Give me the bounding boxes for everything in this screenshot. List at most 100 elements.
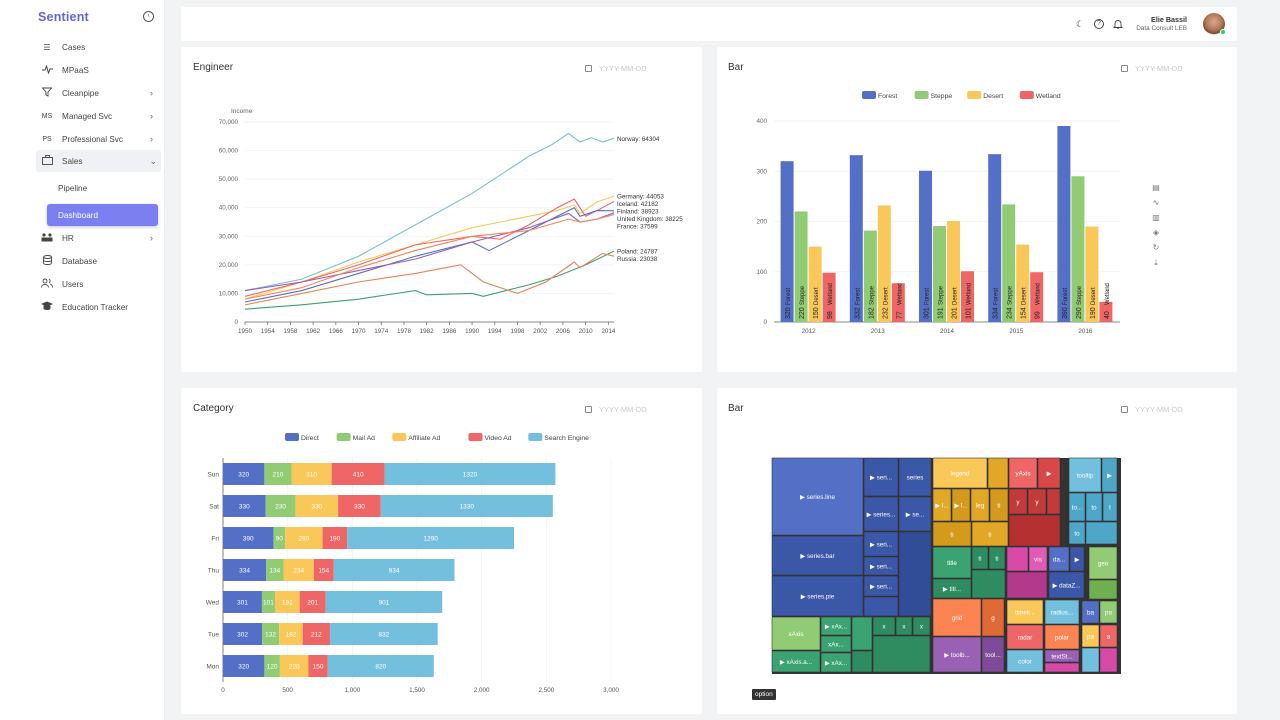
bar-value-label: 332 — [854, 307, 861, 319]
treemap-node — [863, 556, 899, 576]
sidebar-item-database[interactable]: Database — [32, 250, 165, 272]
sidebar-item-label: Cases — [62, 42, 86, 52]
legend-label: Video Ad — [485, 435, 512, 442]
treemap-node — [1044, 599, 1080, 625]
y-tick-label: 30,000 — [219, 233, 239, 240]
sidebar-item-label: Users — [62, 279, 84, 289]
treemap-node — [1085, 521, 1118, 545]
calendar-icon — [1121, 406, 1128, 413]
treemap-node — [1006, 599, 1044, 625]
legend-swatch — [862, 91, 876, 99]
treemap-node — [898, 496, 932, 532]
treemap-node — [932, 488, 952, 522]
sidebar-item-managed-svc[interactable]: MS Managed Svc › — [32, 105, 165, 127]
y-tick-label: 0 — [763, 319, 767, 326]
y-tick-label: Fri — [211, 536, 219, 543]
treemap-node — [1006, 571, 1048, 599]
legend-label: Mail Ad — [353, 435, 376, 442]
treemap-node — [1081, 600, 1100, 624]
sidebar-item-label: Professional Svc — [62, 134, 123, 144]
y-tick-label: 40,000 — [219, 205, 239, 212]
sidebar-item-professional-svc[interactable]: PS Professional Svc › — [32, 128, 165, 150]
avatar[interactable] — [1203, 13, 1226, 35]
series-line-russia — [244, 252, 615, 306]
treemap-node-label: radar — [1018, 634, 1033, 641]
treemap-node-label: to... — [1072, 504, 1083, 511]
date-picker[interactable]: YYYY-MM-DD — [1121, 64, 1183, 73]
treemap-node-label: x — [882, 623, 886, 630]
treemap-node — [771, 535, 864, 576]
series-end-label: Germany: 44053 — [617, 194, 664, 201]
legend-label: Direct — [301, 435, 319, 442]
treemap-node-label: tool... — [985, 652, 1001, 659]
treemap-node — [1099, 624, 1118, 648]
bell-icon[interactable] — [1112, 19, 1124, 29]
sidebar-item-users[interactable]: Users — [32, 273, 165, 295]
bar-series-label: Forest — [925, 288, 931, 305]
x-tick-label: 2015 — [1009, 328, 1024, 335]
theme-toggle-icon[interactable]: ☾ — [1075, 19, 1085, 29]
series-line-poland — [244, 250, 615, 310]
treemap-node — [1027, 488, 1047, 515]
date-picker[interactable]: YYYY-MM-DD — [585, 64, 647, 73]
x-tick-label: 2,500 — [538, 687, 554, 694]
treemap-node-label: t — [1109, 504, 1111, 511]
bar-value-label: 132 — [265, 632, 276, 639]
date-placeholder: YYYY-MM-DD — [1135, 64, 1183, 73]
sidebar-item-mpaas[interactable]: MPaaS — [32, 59, 165, 81]
sidebar-item-cases[interactable]: ☰ Cases — [32, 36, 165, 58]
brand-logo[interactable]: Sentient — [38, 10, 89, 24]
treemap-node-label: grid — [952, 615, 963, 622]
help-icon[interactable]: ? — [1094, 19, 1104, 29]
sidebar-subitem-pipeline[interactable]: Pipeline — [58, 184, 88, 193]
sidebar-item-education-tracker[interactable]: Education Tracker — [32, 296, 165, 318]
top-bar: ☾ ? Elie Bassil Data Consult LEB — [181, 7, 1237, 41]
bar-value-label: 201 — [952, 307, 959, 319]
x-tick-label: 2016 — [1078, 328, 1093, 335]
users-icon — [40, 278, 54, 290]
bar-segment-search-engine — [327, 655, 434, 677]
bar-series-label: Forest — [786, 288, 792, 305]
online-status-dot — [1220, 29, 1226, 35]
bar-segment-search-engine — [330, 623, 438, 645]
sidebar-item-sales[interactable]: Sales ⌄ — [36, 150, 161, 172]
x-tick-label: 1950 — [238, 328, 253, 335]
treemap-node-label: ▶ series... — [867, 511, 896, 518]
treemap-node — [1068, 457, 1102, 493]
treemap-node — [971, 569, 1006, 599]
x-tick-label: 0 — [221, 687, 225, 694]
legend-label: Forest — [878, 93, 897, 100]
bar-value-label: 232 — [882, 307, 889, 319]
treemap-node — [1068, 521, 1086, 545]
treemap-node — [1085, 492, 1103, 522]
treemap-node — [932, 578, 972, 599]
bar-forest — [780, 161, 794, 322]
treemap-node-label: ▶ series.line — [800, 494, 835, 501]
download-icon: ⤓ — [1154, 258, 1158, 267]
bar-segment-affiliate-ad — [274, 591, 300, 613]
sidebar-item-cleanpipe[interactable]: Cleanpipe › — [32, 82, 165, 104]
bar-value-label: 234 — [293, 568, 304, 575]
user-name[interactable]: Elie Bassil — [1151, 15, 1187, 24]
sidebar-item-label: Sales — [62, 156, 83, 166]
date-picker[interactable]: YYYY-MM-DD — [585, 405, 647, 414]
collapse-sidebar-icon[interactable]: ‹ — [143, 11, 154, 22]
treemap-node-label: g — [991, 615, 995, 622]
user-organization: Data Consult LEB — [1136, 25, 1187, 32]
treemap-node-label: title — [947, 560, 957, 567]
sidebar-subitem-dashboard[interactable]: Dashboard — [47, 204, 158, 226]
bar-wetland — [891, 283, 905, 322]
x-tick-label: 3,000 — [603, 687, 619, 694]
treemap-node — [932, 457, 988, 489]
treemap-node — [932, 598, 982, 637]
treemap-node — [820, 635, 852, 653]
date-picker[interactable]: YYYY-MM-DD — [1121, 405, 1183, 414]
sidebar-item-hr[interactable]: HR › — [32, 227, 165, 249]
treemap-node-label: ti — [988, 531, 991, 538]
treemap-node-label: tooltip — [1077, 472, 1094, 479]
y-tick-label: Sun — [207, 472, 219, 479]
bar-value-label: 301 — [924, 307, 931, 319]
treemap-node-label: ▶ — [1075, 556, 1080, 563]
bar-forest — [988, 154, 1002, 322]
y-tick-label: 0 — [234, 319, 238, 326]
